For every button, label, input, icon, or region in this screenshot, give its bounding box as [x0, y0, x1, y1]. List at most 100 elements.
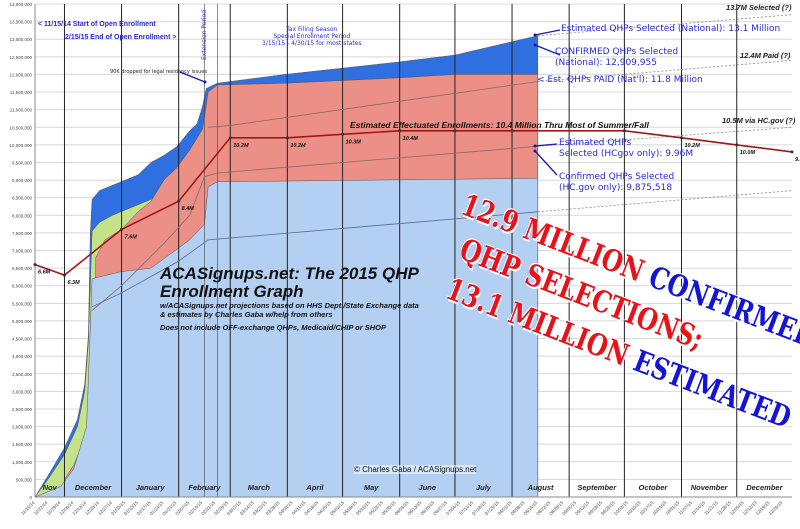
arrow-head [533, 43, 537, 47]
effectuated-line [34, 130, 793, 277]
x-tick-label: 12/26/15 [768, 500, 784, 516]
y-tick-label: 9,500,000 [12, 160, 33, 165]
tax-line: Special Enrollment Period [273, 33, 351, 40]
month-label: March [248, 483, 271, 492]
series-line [91, 211, 538, 308]
y-tick-label: 2,500,000 [12, 407, 33, 412]
series-line [91, 145, 538, 311]
end-oe-annotation: 2/15/15 End of Open Enrollment > [65, 34, 177, 41]
series-line [208, 81, 538, 128]
y-tick-label: 1,000,000 [12, 460, 33, 465]
y-tick-label: 12,000,000 [9, 72, 32, 77]
data-label: 7.6M [125, 234, 138, 240]
y-tick-label: 1,500,000 [12, 442, 33, 447]
y-tick-label: 7,500,000 [12, 231, 33, 236]
hc-est-line: Selected (HCgov only): 9.96M [559, 149, 694, 159]
month-label: December [746, 483, 783, 492]
chart-subtitle: w/ACASignups.net projections based on HH… [160, 301, 419, 310]
data-label: 10.4M [403, 136, 419, 142]
month-label: May [364, 483, 379, 492]
y-tick-label: 6,000,000 [12, 284, 33, 289]
month-label: August [527, 483, 554, 492]
data-point [735, 143, 739, 147]
month-label: July [476, 483, 492, 492]
y-tick-label: 3,500,000 [12, 372, 33, 377]
arrow-head [533, 144, 537, 148]
hc-conf-annotation: Confirmed QHPs Selected (HC.gov only): 9… [559, 172, 674, 194]
confirmed-line: CONFIRMED QHPs Selected [555, 47, 679, 57]
data-point [33, 263, 37, 267]
data-label: 6.6M [38, 270, 51, 276]
data-label: 10.2M [684, 143, 700, 149]
data-point [62, 273, 66, 277]
arrow [534, 150, 558, 176]
y-tick-label: 10,000,000 [9, 143, 32, 148]
arrow-head [203, 80, 207, 84]
y-tick-label: 0 [29, 495, 32, 500]
est-selected-annotation: Estimated QHPs Selected (National): 13.1… [561, 24, 781, 34]
month-label: February [188, 483, 221, 492]
tax-line: Tax Filing Season [286, 26, 338, 33]
dropped-annotation: 90K dropped for legal residency issues [110, 69, 207, 75]
data-label: 8.4M [182, 206, 195, 212]
y-tick-label: 9,000,000 [12, 178, 33, 183]
arrow-head [533, 33, 537, 37]
data-point [510, 129, 514, 133]
y-tick-label: 14,000,000 [9, 2, 32, 7]
month-label: June [419, 483, 437, 492]
data-label: 10.0M [740, 150, 756, 156]
series-line [537, 126, 793, 147]
confirmed-annotation: CONFIRMED QHPs Selected (National): 12,9… [555, 47, 678, 69]
hc-est-line: Estimated QHPs [559, 138, 632, 148]
data-point [790, 150, 794, 154]
y-tick-label: 13,000,000 [9, 37, 32, 42]
proj-hc-label: 10.5M via HC.gov (?) [722, 116, 796, 125]
data-point [341, 132, 345, 136]
effectuated-annotation: Estimated Effectuated Enrollments: 10.4 … [350, 120, 649, 130]
month-label: January [136, 483, 166, 492]
y-tick-label: 5,500,000 [12, 301, 33, 306]
month-label: December [75, 483, 112, 492]
data-label: 6.3M [67, 280, 80, 286]
month-label: October [639, 483, 669, 492]
y-tick-label: 11,000,000 [10, 108, 33, 113]
y-tick-label: 7,000,000 [12, 249, 33, 254]
arrow [534, 29, 561, 36]
y-tick-label: 4,500,000 [12, 337, 33, 342]
chart-subtitle: & estimates by Charles Gaba w/help from … [160, 310, 333, 319]
y-tick-label: 10,500,000 [9, 125, 32, 130]
data-point [398, 129, 402, 133]
data-point [679, 136, 683, 140]
area-effectuated [34, 178, 539, 498]
tax-line: 3/15/15 - 4/30/15 for most states [262, 40, 362, 47]
y-tick-label: 3,000,000 [12, 389, 33, 394]
y-tick-label: 8,500,000 [12, 196, 33, 201]
tax-season-annotation: Tax Filing Season Special Enrollment Per… [262, 26, 362, 47]
arrow [179, 71, 206, 83]
month-label: Nov [43, 483, 58, 492]
month-label: November [691, 483, 729, 492]
data-label: 9.8M [795, 157, 800, 163]
y-tick-label: 2,000,000 [12, 425, 33, 430]
data-point [120, 227, 124, 231]
hc-est-annotation: Estimated QHPs Selected (HCgov only): 9.… [559, 138, 693, 160]
y-tick-label: 500,000 [16, 477, 33, 482]
extension-annotation: Extension Period [201, 9, 208, 60]
y-tick-label: 6,500,000 [12, 266, 33, 271]
data-label: 10.2M [290, 143, 306, 149]
y-tick-label: 4,000,000 [12, 354, 33, 359]
confirmed-line: (National): 12,909,955 [555, 58, 657, 68]
paid-annotation: < Est. QHPs PAID (Nat'l): 11.8 Million [537, 75, 703, 85]
credit: © Charles Gaba / ACASignups.net [354, 465, 477, 474]
data-label: 10.2M [233, 143, 249, 149]
arrow [534, 44, 561, 56]
y-tick-label: 11,500,000 [10, 90, 33, 95]
y-tick-label: 13,500,000 [9, 20, 32, 25]
hc-conf-line: (HC.gov only): 9,875,518 [559, 183, 673, 193]
arrow [534, 143, 558, 147]
start-oe-annotation: < 11/15/14 Start of Open Enrollment [38, 21, 156, 28]
data-point [453, 129, 457, 133]
y-tick-label: 5,000,000 [12, 319, 33, 324]
